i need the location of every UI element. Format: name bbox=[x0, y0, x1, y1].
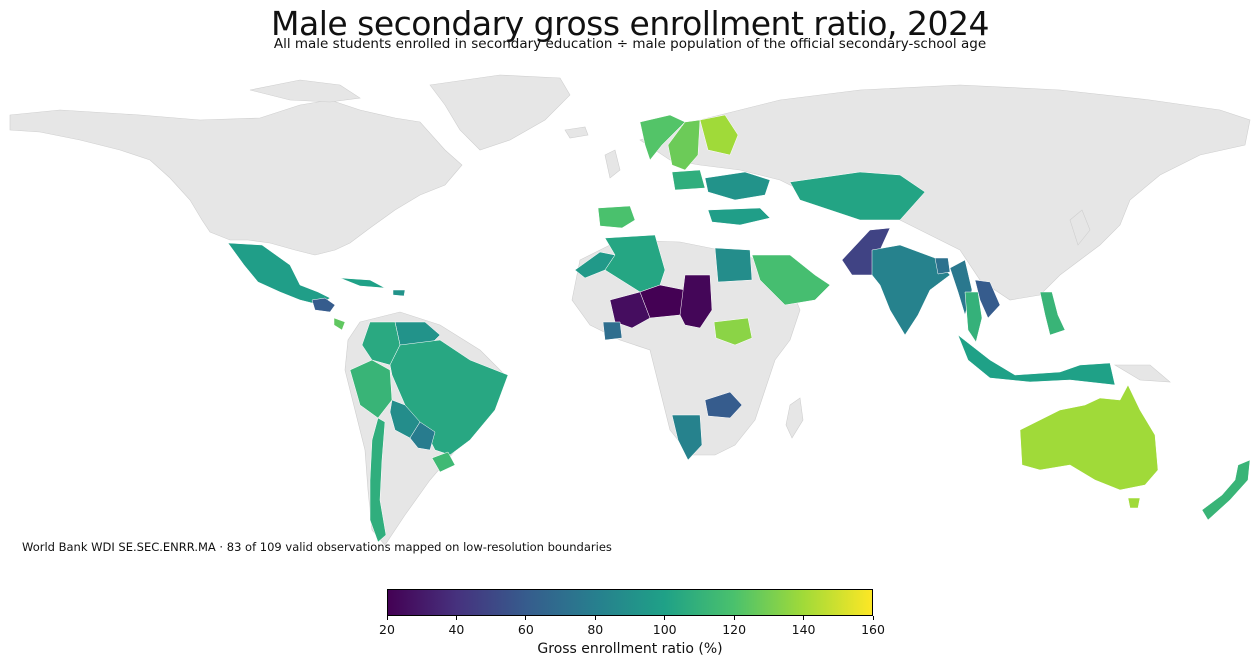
colorbar-tick-mark bbox=[455, 616, 457, 620]
region-canadian-arctic-islands bbox=[249, 79, 361, 103]
region-ivory-coast bbox=[602, 321, 623, 341]
region-iceland bbox=[564, 126, 589, 139]
region-new-zealand bbox=[1201, 459, 1251, 521]
region-dominican-republic bbox=[392, 289, 406, 297]
region-greenland bbox=[429, 74, 571, 151]
colorbar-tick-label: 100 bbox=[652, 622, 677, 637]
region-ukraine bbox=[704, 171, 771, 201]
colorbar-gradient bbox=[388, 590, 872, 615]
region-north-america-base bbox=[9, 99, 463, 256]
region-thailand bbox=[964, 291, 983, 343]
region-bangladesh bbox=[934, 257, 951, 275]
region-chad bbox=[679, 274, 713, 329]
region-norway bbox=[639, 114, 686, 161]
region-guatemala bbox=[311, 297, 336, 313]
region-egypt bbox=[714, 247, 753, 283]
colorbar-label: Gross enrollment ratio (%) bbox=[537, 641, 723, 657]
region-namibia bbox=[671, 414, 703, 461]
region-india bbox=[871, 244, 951, 336]
colorbar-tick-label: 160 bbox=[861, 622, 885, 637]
region-finland bbox=[699, 114, 739, 156]
colorbar-tick-label: 60 bbox=[517, 622, 534, 637]
region-spain bbox=[597, 205, 636, 229]
region-philippines bbox=[1039, 291, 1066, 336]
region-japan bbox=[1069, 209, 1091, 246]
colorbar-tick-mark bbox=[386, 616, 388, 620]
region-australia bbox=[1019, 384, 1159, 491]
colorbar-tick-label: 120 bbox=[722, 622, 747, 637]
colorbar-tick-mark bbox=[594, 616, 596, 620]
colorbar-tick-mark bbox=[525, 616, 527, 620]
world-choropleth-map bbox=[9, 74, 1251, 546]
map-title: Male secondary gross enrollment ratio, 2… bbox=[271, 4, 989, 43]
colorbar-tick-label: 80 bbox=[587, 622, 604, 637]
colorbar-ticks: 20 40 60 80 100 120 140 160 bbox=[379, 616, 885, 642]
region-madagascar bbox=[785, 397, 804, 439]
source-note: World Bank WDI SE.SEC.ENRR.MA · 83 of 10… bbox=[22, 540, 612, 554]
colorbar-tick-mark bbox=[664, 616, 666, 620]
colorbar-tick-label: 40 bbox=[448, 622, 465, 637]
region-paraguay bbox=[409, 421, 436, 451]
region-new-guinea bbox=[1113, 364, 1171, 383]
region-uk-ireland bbox=[604, 149, 621, 179]
colorbar-tick-mark bbox=[733, 616, 735, 620]
region-chile bbox=[369, 417, 387, 543]
region-indonesia bbox=[957, 334, 1116, 386]
region-brazil bbox=[389, 339, 509, 456]
region-costa-rica bbox=[333, 317, 346, 331]
colorbar-tick-label: 20 bbox=[379, 622, 395, 637]
region-mali bbox=[609, 291, 651, 329]
region-turkey bbox=[707, 207, 771, 226]
region-zambia bbox=[704, 391, 743, 419]
colorbar bbox=[387, 589, 873, 616]
region-tasmania bbox=[1127, 497, 1141, 509]
region-uruguay bbox=[431, 451, 456, 473]
colorbar-tick-mark bbox=[872, 616, 874, 620]
map-subtitle: All male students enrolled in secondary … bbox=[273, 36, 987, 52]
region-south-sudan bbox=[713, 317, 753, 346]
colorbar-tick-label: 140 bbox=[791, 622, 816, 637]
region-kazakhstan bbox=[789, 171, 926, 221]
region-cuba bbox=[339, 277, 386, 289]
colorbar-tick-mark bbox=[803, 616, 805, 620]
region-saudi-arabia bbox=[751, 254, 831, 306]
region-laos bbox=[974, 279, 1001, 319]
region-poland bbox=[671, 169, 706, 191]
region-sweden bbox=[667, 119, 701, 171]
